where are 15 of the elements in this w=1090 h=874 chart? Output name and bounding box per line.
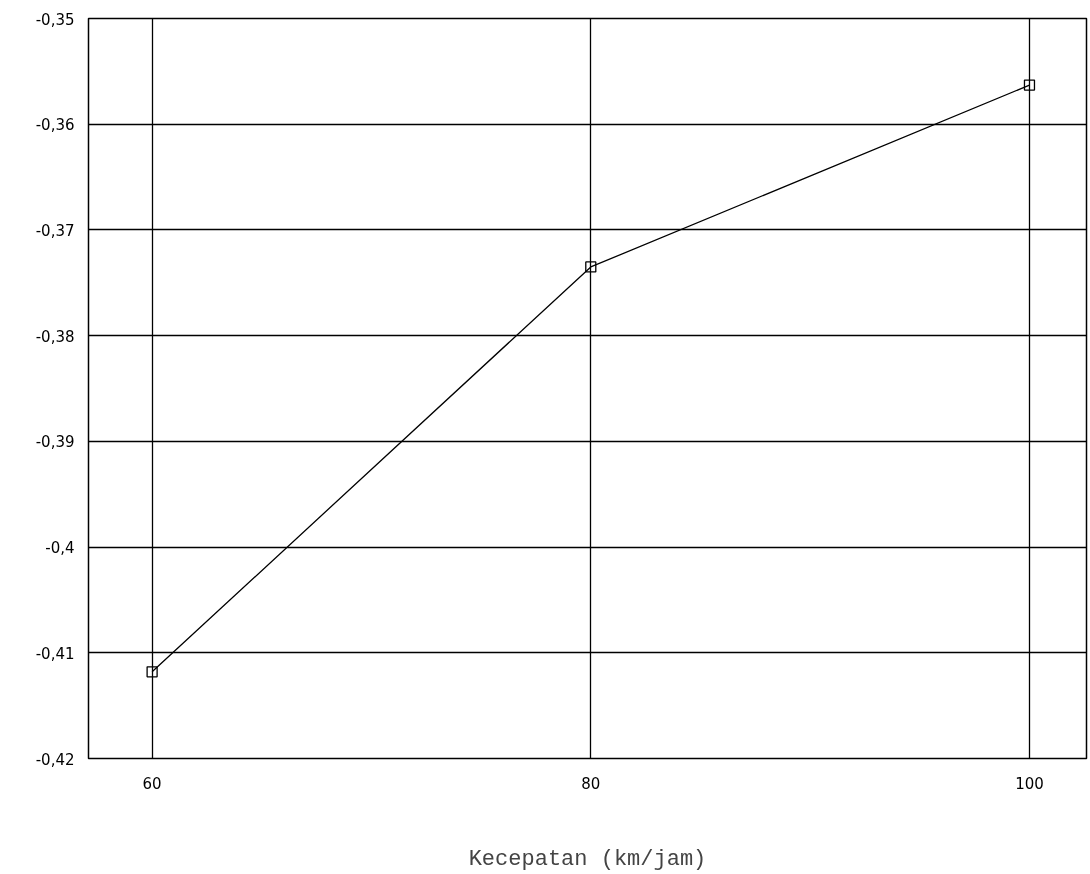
x-axis-title: Kecepatan (km/jam) [468, 846, 707, 872]
point [585, 261, 597, 273]
y-tick-label: -0,4 [45, 539, 75, 558]
y-tick-label: -0,37 [35, 221, 75, 240]
x-tick-label: 80 [581, 774, 601, 793]
y-tick-label: -0,38 [35, 327, 75, 346]
y-tick-label: -0,35 [35, 10, 75, 29]
y-tick-label: -0,42 [35, 750, 75, 769]
y-tick-label: -0,39 [35, 433, 75, 452]
x-tick-label: 60 [142, 774, 162, 793]
point [146, 666, 158, 678]
y-tick-label: -0,36 [35, 116, 75, 135]
x-tick-label: 100 [1015, 774, 1044, 793]
point [1023, 79, 1036, 91]
y-tick-label: -0,41 [35, 644, 75, 663]
